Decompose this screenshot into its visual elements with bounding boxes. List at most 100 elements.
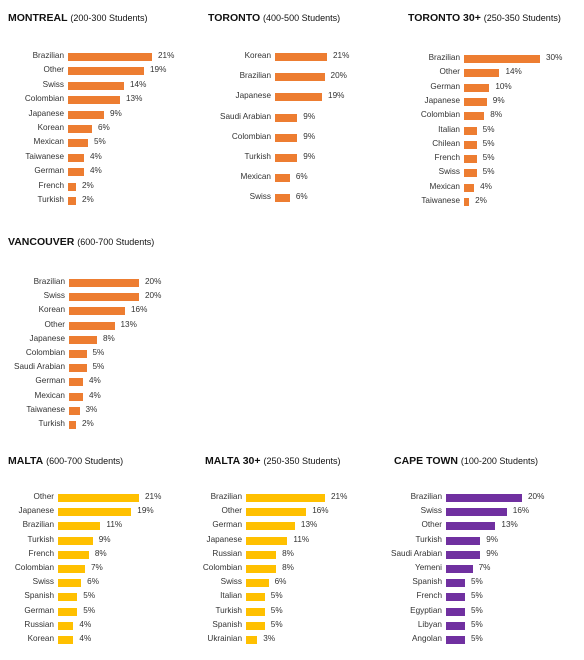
value-label: 5% [270,591,283,601]
value-label: 2% [475,196,487,205]
bar-row: Brazilian 20% [8,276,161,290]
value-label: 4% [480,181,492,191]
bar [58,522,101,531]
category-label: Korean [37,123,64,132]
value-label: 4% [89,376,101,386]
bar-row: Swiss 6% [8,576,99,590]
bar [58,550,89,559]
bar-row: Libyan 5% [394,619,483,633]
bar-row: Saudi Arabian 9% [208,111,315,125]
category-label: Japanese [206,534,242,544]
bar [275,73,325,82]
bar-row: Other 16% [205,505,329,519]
bar [68,110,104,119]
bar-row: Korean 21% [208,50,349,64]
bar-row: German 4% [8,375,101,389]
bar [446,565,473,573]
bar-row: Saudi Arabian 9% [391,548,498,562]
value-label: 11% [106,520,123,530]
category-label: Swiss [420,506,442,516]
bar-row: Korean 4% [8,633,91,647]
value-label: 21% [331,492,348,501]
category-label: Turkish [27,534,54,544]
bar [246,579,269,588]
value-label: 20% [145,277,162,286]
bar [69,293,139,302]
category-label: Swiss [438,167,460,177]
category-label: Japanese [424,95,460,105]
bar-row: Other 19% [8,64,166,78]
bar-row: Japanese 19% [8,505,154,519]
value-label: 2% [82,195,94,204]
bar [275,194,290,203]
category-label: Other [44,319,65,329]
bar-row: Mexican 4% [408,181,492,195]
category-label: Other [439,67,460,77]
bar-row: Turkish 2% [8,418,94,432]
value-label: 9% [303,111,316,121]
bar-row: Turkish 5% [205,605,283,619]
bar [58,593,78,602]
value-label: 14% [130,79,147,89]
category-label: Saudi Arabian [391,548,442,558]
bar [246,536,288,545]
bar-row: French 5% [408,152,495,166]
value-label: 9% [486,548,499,558]
chart-subtitle: (400-500 Students) [263,13,341,23]
bar [464,112,485,121]
bar [464,69,500,78]
category-label: Japanese [29,333,65,343]
bar-row: Angolan 5% [394,633,483,647]
category-label: Angolan [411,634,442,643]
value-label: 20% [145,291,162,301]
value-label: 13% [126,94,143,104]
bar-row: Other 13% [394,519,518,533]
category-label: German [34,166,64,176]
bar-row: Saudi Arabian 5% [8,361,104,375]
bar-row: Brazilian 30% [408,52,562,66]
category-label: Spanish [212,619,242,629]
bar [246,621,265,630]
chart-title: MONTREAL (200-300 Students) [8,12,147,24]
bar-row: Colombian 7% [8,562,103,576]
category-label: Russian [212,548,242,558]
bar [446,593,465,602]
category-label: Mexican [33,137,65,147]
bar-row: Other 13% [8,319,137,333]
value-label: 7% [91,563,103,572]
chart-title: VANCOUVER (600-700 Students) [8,236,154,248]
category-label: German [35,376,65,386]
bar-row: Swiss 14% [8,79,146,93]
bar-row: Japanese 9% [408,95,505,109]
value-label: 19% [137,506,154,516]
bar [246,550,277,559]
category-label: Swiss [43,291,65,301]
bar-row: Italian 5% [408,124,495,138]
bar [275,53,327,61]
bar [446,494,522,502]
bar-row: Korean 6% [8,122,110,136]
value-label: 5% [92,362,105,372]
bar [69,392,83,401]
value-label: 5% [94,137,106,147]
bar-row: Colombian 8% [203,562,294,576]
bar-row: Turkish 9% [394,534,498,548]
bar [446,607,465,616]
value-label: 5% [471,619,483,629]
category-label: Korean [38,305,65,315]
bar-row: Turkish 9% [8,534,111,548]
value-label: 5% [83,591,96,601]
bar [446,550,481,559]
chart-subtitle: (200-300 Students) [70,13,148,23]
bar [464,83,490,92]
category-label: Turkish [244,152,271,161]
bar [275,93,323,102]
bar [246,522,295,531]
bar-row: Mexican 5% [8,136,106,150]
bar-row: Colombian 8% [408,109,502,123]
value-label: 5% [92,348,105,357]
bar-row: Ukrainian 3% [205,633,275,647]
bar [464,140,477,149]
category-label: Other [43,65,64,75]
chart-title-main: MALTA [8,455,44,467]
